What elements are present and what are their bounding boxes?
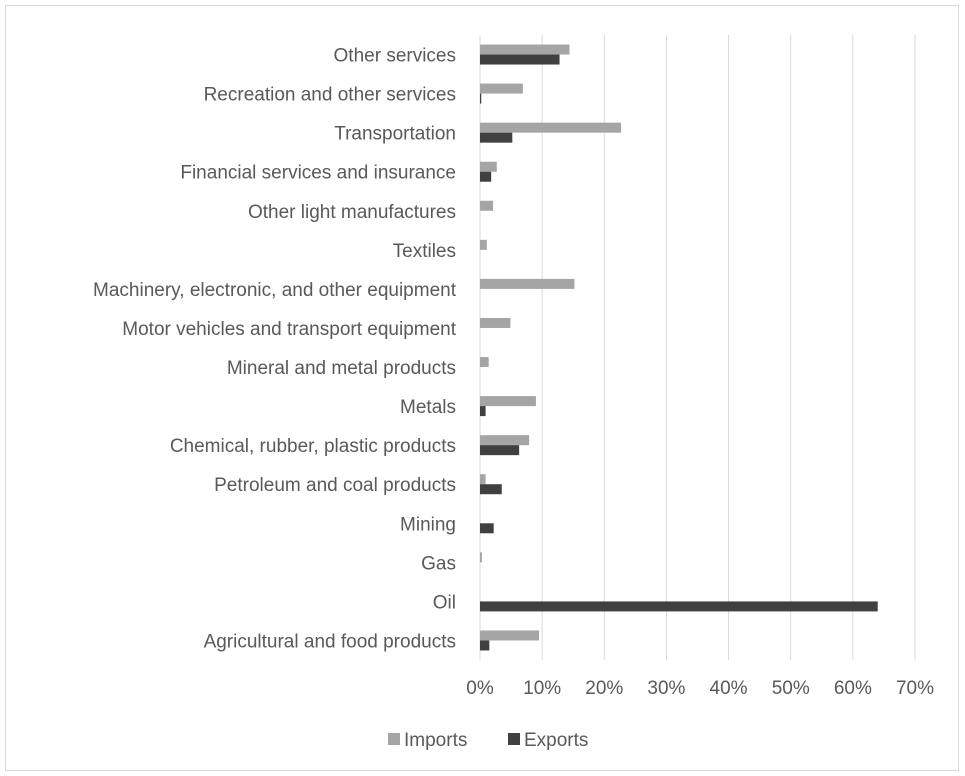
legend-swatch-imports — [388, 733, 400, 745]
x-tick-label: 40% — [710, 678, 748, 699]
bar-imports — [480, 474, 486, 485]
bar-imports — [480, 317, 511, 328]
bar-exports — [480, 132, 513, 143]
bar-exports — [480, 406, 486, 417]
bar-imports — [480, 396, 536, 407]
category-label: Motor vehicles and transport equipment — [122, 319, 456, 340]
x-tick-label: 50% — [772, 678, 810, 699]
category-label: Textiles — [393, 241, 456, 262]
bar-exports — [480, 445, 520, 456]
category-label: Petroleum and coal products — [214, 475, 456, 496]
legend-label-imports: Imports — [404, 730, 467, 751]
x-tick-label: 10% — [523, 678, 561, 699]
bars — [480, 44, 878, 651]
legend: Imports Exports — [388, 730, 588, 751]
category-label: Machinery, electronic, and other equipme… — [93, 280, 457, 301]
bar-imports — [480, 122, 622, 133]
x-tick-label: 20% — [585, 678, 623, 699]
bar-exports — [480, 54, 560, 65]
category-label: Other light manufactures — [248, 202, 456, 223]
bar-imports — [480, 278, 575, 289]
category-label: Oil — [433, 592, 456, 613]
category-label: Agricultural and food products — [204, 631, 456, 652]
x-tick-label: 30% — [647, 678, 685, 699]
bar-imports — [480, 630, 540, 641]
bar-imports — [480, 552, 482, 563]
x-tick-label: 0% — [466, 678, 494, 699]
category-labels: Agricultural and food products Oil Gas Mini… — [93, 46, 457, 653]
legend-swatch-exports — [508, 733, 520, 745]
bar-imports — [480, 435, 530, 446]
bar-exports — [480, 640, 490, 651]
bar-imports — [480, 239, 487, 250]
bar-imports — [480, 44, 570, 55]
category-label: Chemical, rubber, plastic products — [170, 436, 456, 457]
bar-exports — [480, 171, 492, 182]
category-label: Other services — [334, 46, 456, 67]
bar-imports — [480, 200, 494, 211]
category-label: Metals — [400, 397, 456, 418]
category-label: Mineral and metal products — [227, 358, 456, 379]
x-tick-labels: 0% 10% 20% 30% 40% 50% 60% 70% — [466, 678, 934, 699]
bar-exports — [480, 601, 878, 612]
bar-imports — [480, 161, 497, 172]
x-tick-label: 70% — [896, 678, 934, 699]
category-label: Transportation — [334, 124, 456, 145]
bar-imports — [480, 357, 489, 368]
legend-label-exports: Exports — [524, 730, 588, 751]
category-label: Recreation and other services — [204, 85, 456, 106]
category-label: Mining — [400, 514, 456, 535]
category-label: Financial services and insurance — [180, 163, 456, 184]
bar-exports — [480, 484, 502, 495]
bar-exports — [480, 93, 482, 104]
category-label: Gas — [421, 553, 456, 574]
x-tick-label: 60% — [834, 678, 872, 699]
bar-imports — [480, 83, 523, 94]
bar-exports — [480, 523, 494, 534]
